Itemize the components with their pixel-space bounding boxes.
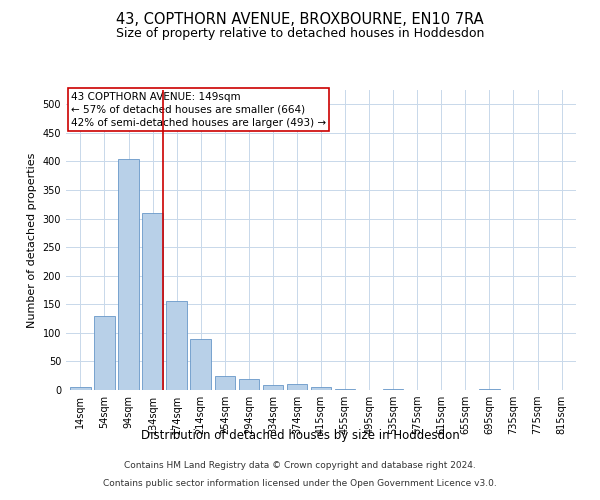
Bar — [479, 389, 500, 390]
Text: Contains public sector information licensed under the Open Government Licence v3: Contains public sector information licen… — [103, 478, 497, 488]
Text: Distribution of detached houses by size in Hoddesdon: Distribution of detached houses by size … — [140, 428, 460, 442]
Bar — [287, 384, 307, 390]
Bar — [335, 389, 355, 390]
Bar — [142, 213, 163, 390]
Text: 43, COPTHORN AVENUE, BROXBOURNE, EN10 7RA: 43, COPTHORN AVENUE, BROXBOURNE, EN10 7R… — [116, 12, 484, 28]
Bar — [70, 387, 91, 390]
Text: Size of property relative to detached houses in Hoddesdon: Size of property relative to detached ho… — [116, 28, 484, 40]
Text: Contains HM Land Registry data © Crown copyright and database right 2024.: Contains HM Land Registry data © Crown c… — [124, 461, 476, 470]
Bar — [263, 386, 283, 390]
Bar — [118, 158, 139, 390]
Text: 43 COPTHORN AVENUE: 149sqm
← 57% of detached houses are smaller (664)
42% of sem: 43 COPTHORN AVENUE: 149sqm ← 57% of deta… — [71, 92, 326, 128]
Bar — [383, 389, 403, 390]
Bar — [215, 376, 235, 390]
Bar — [190, 338, 211, 390]
Bar — [239, 378, 259, 390]
Bar — [94, 316, 115, 390]
Y-axis label: Number of detached properties: Number of detached properties — [27, 152, 37, 328]
Bar — [311, 387, 331, 390]
Bar — [166, 302, 187, 390]
